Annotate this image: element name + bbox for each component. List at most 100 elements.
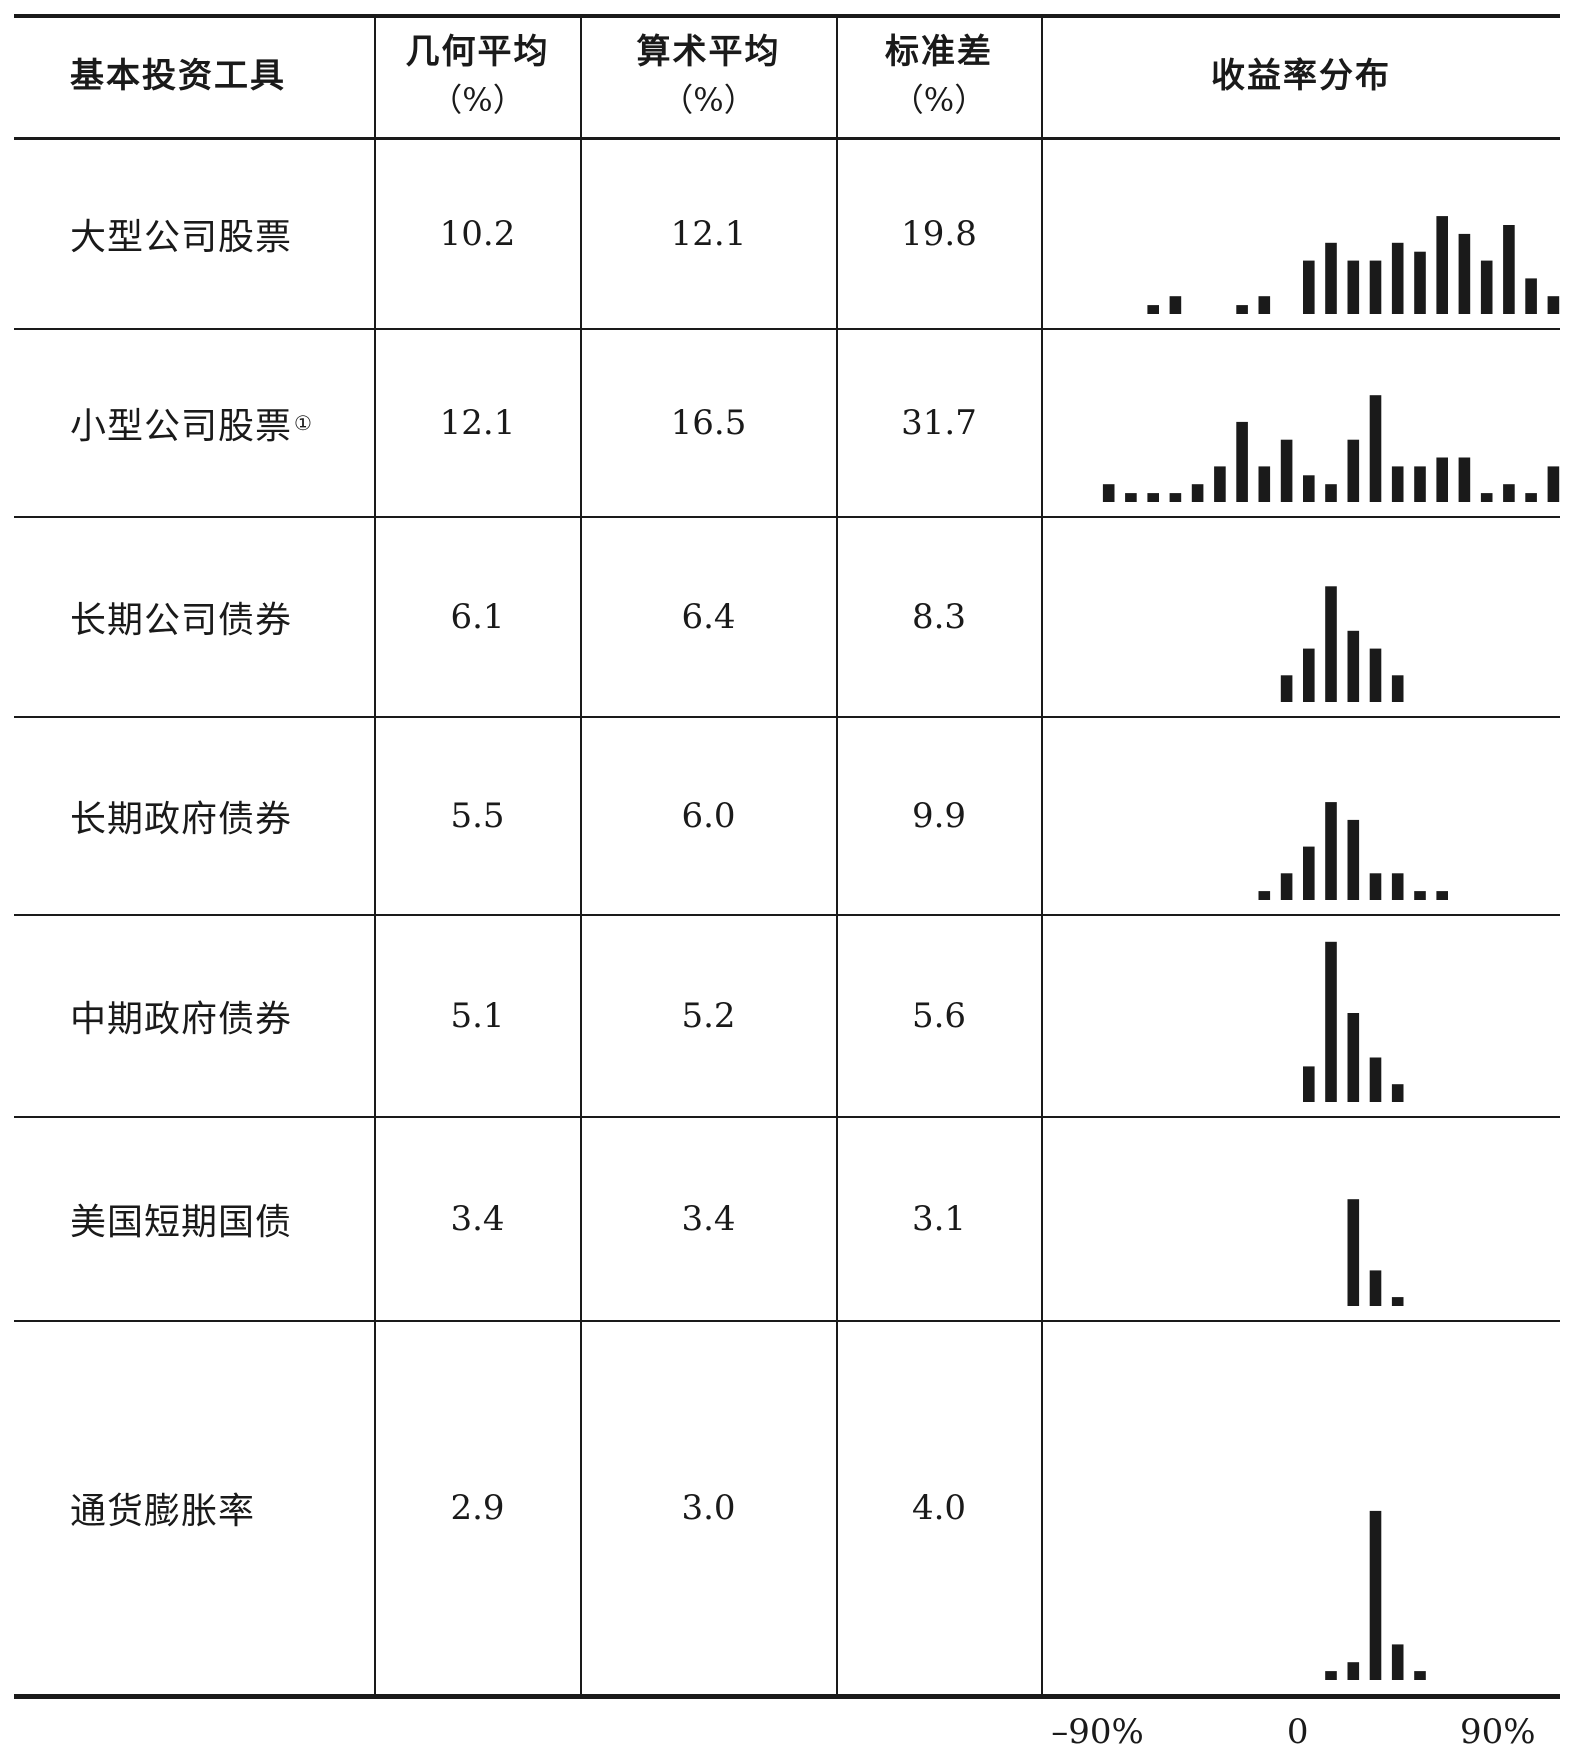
row-std-dev-value: 8.3	[911, 597, 967, 637]
histogram-bar	[1258, 466, 1271, 502]
header-geometric-mean: 几何平均 （%）	[375, 14, 580, 138]
histogram-bar	[1236, 421, 1248, 502]
header-arithmetic-mean: 算术平均 （%）	[581, 14, 836, 138]
histogram-bar	[1258, 296, 1271, 314]
histogram-bar	[1303, 475, 1315, 502]
returns-table: 基本投资工具 几何平均 （%） 算术平均 （%） 标准差 （%） 收益率分布 大…	[14, 14, 1560, 1699]
row-instrument-name: 大型公司股票	[14, 140, 374, 328]
histogram-bar	[1214, 466, 1226, 502]
distribution-histogram	[1280, 586, 1404, 702]
row-arithmetic-mean-value: 3.4	[681, 1199, 736, 1239]
histogram-bar	[1436, 216, 1448, 314]
row-instrument-name: 美国短期国债	[14, 1118, 374, 1320]
histogram-bar	[1347, 439, 1360, 502]
histogram-bar	[1347, 260, 1360, 314]
row-arithmetic-mean-value: 3.0	[681, 1488, 736, 1528]
histogram-bar	[1125, 493, 1137, 502]
header-instrument: 基本投资工具	[14, 14, 374, 138]
distribution-histogram	[1258, 802, 1448, 900]
footnote-marker: ①	[294, 411, 313, 435]
row-instrument-name: 小型公司股票 ①	[14, 330, 374, 516]
bottom-rule	[14, 1694, 1560, 1699]
histogram-bar	[1169, 296, 1182, 314]
histogram-bar	[1280, 675, 1293, 702]
row-rule	[14, 914, 1560, 916]
row-geometric-mean-value: 6.1	[450, 597, 505, 637]
histogram-bar	[1258, 891, 1271, 900]
distribution-histogram	[1325, 1510, 1426, 1680]
histogram-bar	[1391, 1084, 1404, 1102]
instrument-name-text: 小型公司股票	[70, 406, 293, 447]
histogram-bar	[1525, 278, 1537, 314]
x-axis-tick-label: –90%	[1051, 1712, 1144, 1752]
row-arithmetic-mean-value: 16.5	[670, 403, 747, 443]
histogram-bar	[1391, 1644, 1404, 1680]
row-geometric-mean-value: 3.4	[450, 1199, 505, 1239]
histogram-bar	[1369, 873, 1382, 900]
histogram-bar	[1369, 648, 1382, 702]
histogram-bar	[1169, 493, 1182, 502]
row-std-dev-value: 4.0	[911, 1488, 967, 1528]
histogram-bar	[1347, 1013, 1360, 1102]
row-instrument-name: 中期政府债券	[14, 916, 374, 1116]
distribution-histogram	[1347, 1199, 1404, 1306]
header-std-dev-unit: （%）	[891, 81, 987, 119]
histogram-bar	[1391, 466, 1404, 502]
row-rule	[14, 1116, 1560, 1118]
histogram-bar	[1414, 891, 1426, 900]
histogram-bar	[1347, 819, 1360, 900]
histogram-bar	[1369, 1510, 1382, 1680]
instrument-name-text: 长期政府债券	[70, 799, 293, 840]
row-std-dev-value: 19.8	[901, 214, 977, 254]
row-geometric-mean-value: 10.2	[439, 214, 516, 254]
column-divider	[580, 14, 582, 1696]
histogram-bar	[1391, 675, 1404, 702]
row-geometric-mean-value: 2.9	[450, 1488, 505, 1528]
row-arithmetic-mean-value: 6.4	[681, 597, 736, 637]
histogram-bar	[1280, 439, 1293, 502]
instrument-name-text: 通货膨胀率	[70, 1491, 256, 1532]
row-instrument-name: 长期政府债券	[14, 718, 374, 914]
histogram-bar	[1325, 586, 1337, 702]
row-instrument-name: 长期公司债券	[14, 518, 374, 716]
header-distribution-label: 收益率分布	[1211, 56, 1391, 96]
histogram-bar	[1391, 242, 1404, 314]
header-distribution: 收益率分布	[1042, 14, 1560, 138]
row-geometric-mean-value: 5.1	[450, 996, 505, 1036]
header-instrument-label: 基本投资工具	[70, 56, 286, 96]
histogram-bar	[1547, 296, 1560, 314]
instrument-name-text: 大型公司股票	[70, 217, 293, 258]
histogram-bar	[1325, 484, 1337, 502]
row-rule	[14, 716, 1560, 718]
header-std-dev: 标准差 （%）	[837, 14, 1041, 138]
histogram-bar	[1147, 493, 1159, 502]
column-divider	[374, 14, 376, 1696]
row-rule	[14, 1320, 1560, 1322]
row-instrument-name: 通货膨胀率	[14, 1322, 374, 1694]
histogram-bar	[1547, 466, 1560, 502]
histogram-bar	[1369, 395, 1382, 502]
instrument-name-text: 长期公司债券	[70, 600, 293, 641]
histogram-bar	[1391, 1297, 1404, 1306]
row-rule	[14, 328, 1560, 330]
histogram-bar	[1236, 305, 1248, 314]
histogram-bar	[1480, 260, 1493, 314]
instrument-name-text: 美国短期国债	[70, 1202, 293, 1243]
row-arithmetic-mean-value: 12.1	[670, 214, 747, 254]
histogram-bar	[1102, 484, 1115, 502]
histogram-bar	[1369, 260, 1382, 314]
histogram-bar	[1347, 630, 1360, 702]
column-divider	[836, 14, 838, 1696]
x-axis-tick-label: 90%	[1459, 1712, 1536, 1752]
histogram-bar	[1414, 1671, 1426, 1680]
row-std-dev-value: 3.1	[911, 1199, 967, 1239]
row-geometric-mean-value: 12.1	[439, 403, 516, 443]
histogram-bar	[1325, 941, 1337, 1102]
histogram-bar	[1325, 802, 1337, 900]
row-std-dev-value: 31.7	[901, 403, 977, 443]
histogram-bar	[1303, 648, 1315, 702]
row-std-dev-value: 5.6	[911, 996, 967, 1036]
histogram-bar	[1303, 260, 1315, 314]
row-arithmetic-mean-value: 5.2	[681, 996, 736, 1036]
histogram-bar	[1347, 1199, 1360, 1306]
